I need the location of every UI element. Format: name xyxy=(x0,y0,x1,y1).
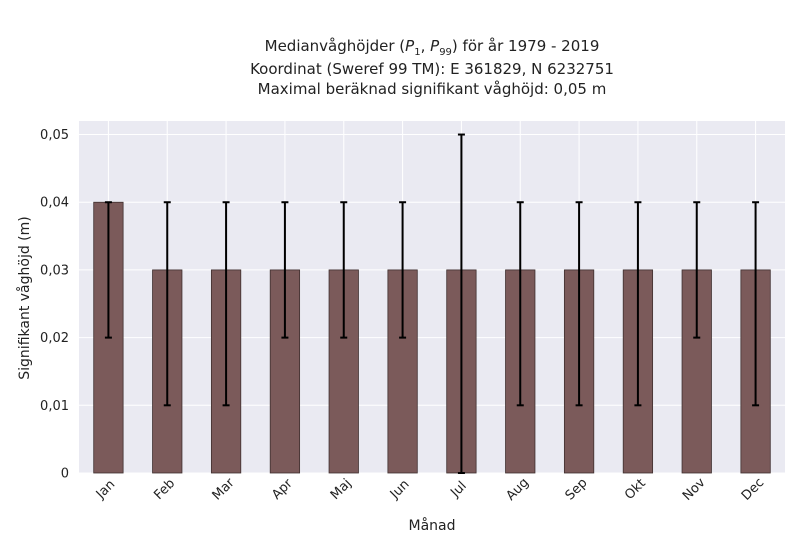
error-bar-sep xyxy=(575,201,583,407)
error-bar-jul xyxy=(457,133,465,474)
x-tick-label-nov: Nov xyxy=(680,475,709,504)
y-axis-ticks: 0 0,01 0,02 0,03 0,04 0,05 xyxy=(40,128,69,481)
error-bar-jun xyxy=(399,201,407,339)
title-line-1-prefix: Medianvåghöjder ( xyxy=(265,37,406,55)
x-axis-label: Månad xyxy=(409,517,456,534)
x-tick-label-sep: Sep xyxy=(563,476,591,504)
title-p99: P xyxy=(430,37,440,55)
x-tick-label-jul: Jul xyxy=(447,479,469,501)
error-bar-jan xyxy=(104,201,112,339)
title-line-2: Koordinat (Sweref 99 TM): E 361829, N 62… xyxy=(250,60,614,78)
y-tick-label: 0,05 xyxy=(40,128,69,143)
title-p1-subscript: 1 xyxy=(414,47,420,58)
y-tick-label: 0,03 xyxy=(40,263,69,278)
error-bar-dec xyxy=(752,201,760,407)
error-bar-nov xyxy=(693,201,701,339)
title-line-1-suffix: ) för år 1979 - 2019 xyxy=(452,37,599,55)
x-tick-label-jan: Jan xyxy=(93,477,118,502)
x-tick-label-dec: Dec xyxy=(739,475,767,503)
x-axis-ticks: Jan Feb Mar Apr Maj Jun Jul Aug Sep Okt Nov Dec xyxy=(93,475,767,504)
error-bar-aug xyxy=(516,201,524,407)
error-bar-feb xyxy=(163,201,171,407)
x-tick-label-mar: Mar xyxy=(210,475,238,503)
x-tick-label-apr: Apr xyxy=(269,476,296,503)
y-tick-label: 0,01 xyxy=(40,399,69,414)
x-tick-label-okt: Okt xyxy=(622,476,649,503)
plot-area xyxy=(79,121,785,473)
x-tick-label-maj: Maj xyxy=(328,476,355,503)
error-bar-okt xyxy=(634,201,642,407)
title-comma: , xyxy=(421,37,431,55)
x-tick-label-feb: Feb xyxy=(151,476,178,503)
error-bar-maj xyxy=(340,201,348,339)
x-tick-label-aug: Aug xyxy=(503,475,532,504)
y-axis-label: Signifikant våghöjd (m) xyxy=(16,216,33,379)
title-line-1: Medianvåghöjder (P1, P99) för år 1979 - … xyxy=(265,37,600,58)
y-tick-label: 0 xyxy=(61,467,69,482)
error-bar-mar xyxy=(222,201,230,407)
y-tick-label: 0,04 xyxy=(40,196,69,211)
error-bar-apr xyxy=(281,201,289,339)
title-p1: P xyxy=(405,37,415,55)
error-bars xyxy=(104,133,760,474)
y-tick-label: 0,02 xyxy=(40,331,69,346)
x-tick-label-jun: Jun xyxy=(387,477,413,503)
title-p99-subscript: 99 xyxy=(439,47,452,58)
chart-title: Medianvåghöjder (P1, P99) för år 1979 - … xyxy=(250,37,614,98)
title-line-3: Maximal beräknad signifikant våghöjd: 0,… xyxy=(258,80,607,98)
